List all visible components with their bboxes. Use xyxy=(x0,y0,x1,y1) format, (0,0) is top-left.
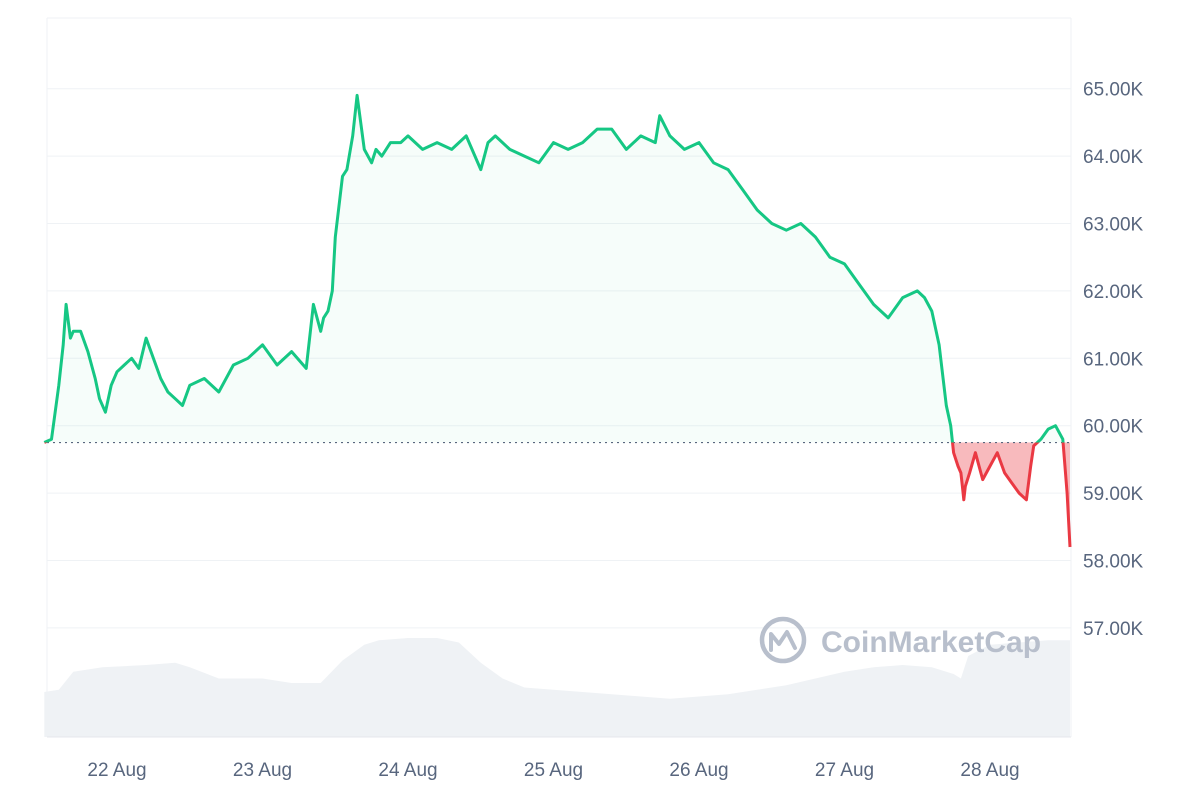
y-axis-ticks: 57.00K 58.00K 59.00K 60.00K 61.00K 62.00K 63.0… xyxy=(1083,80,1144,640)
x-tick-label: 24 Aug xyxy=(378,760,437,781)
x-tick-label: 22 Aug xyxy=(87,760,146,781)
watermark-text: CoinMarketCap xyxy=(821,626,1041,659)
y-tick-label: 58.00K xyxy=(1083,552,1144,573)
x-tick-label: 25 Aug xyxy=(524,760,583,781)
volume-shape xyxy=(44,638,1070,737)
x-axis-ticks: 22 Aug 23 Aug 24 Aug 25 Aug 26 Aug 27 Aug 28 A… xyxy=(87,760,1019,781)
coinmarketcap-watermark: CoinMarketCap xyxy=(759,616,1041,664)
x-tick-label: 26 Aug xyxy=(669,760,728,781)
y-tick-label: 62.00K xyxy=(1083,282,1144,303)
area-fill-down xyxy=(952,442,1070,547)
x-tick-label: 23 Aug xyxy=(233,760,292,781)
y-tick-label: 61.00K xyxy=(1083,349,1144,370)
price-line xyxy=(43,93,1072,548)
area-fill-up xyxy=(44,95,1070,443)
coinmarketcap-logo-icon xyxy=(759,616,807,664)
y-tick-label: 60.00K xyxy=(1083,417,1144,438)
x-tick-label: 27 Aug xyxy=(815,760,874,781)
price-line-down xyxy=(44,442,1072,548)
volume-area xyxy=(44,638,1070,737)
y-tick-label: 57.00K xyxy=(1083,619,1144,640)
price-area-fill xyxy=(44,95,1070,547)
y-tick-label: 64.00K xyxy=(1083,147,1144,168)
y-tick-label: 63.00K xyxy=(1083,215,1144,236)
price-line-up xyxy=(43,93,1065,443)
y-tick-label: 59.00K xyxy=(1083,484,1144,505)
x-tick-label: 28 Aug xyxy=(960,760,1019,781)
y-tick-label: 65.00K xyxy=(1083,80,1144,101)
